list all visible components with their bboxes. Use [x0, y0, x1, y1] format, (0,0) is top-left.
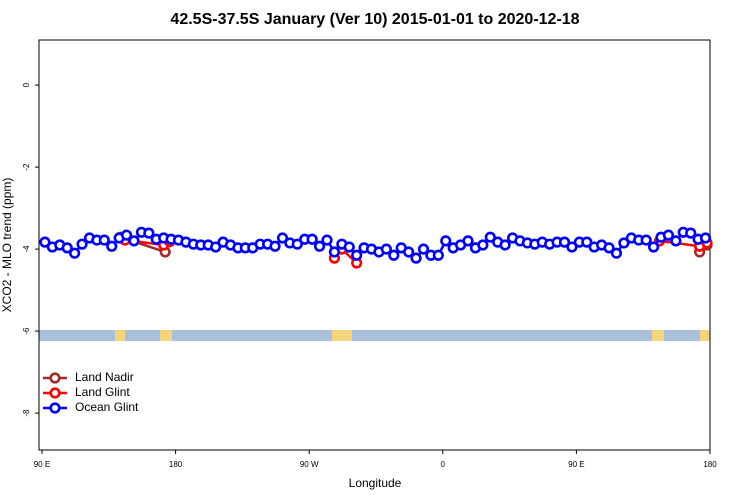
- data-point: [276, 232, 289, 244]
- data-point: [380, 243, 392, 255]
- data-point: [499, 239, 511, 251]
- data-point: [462, 235, 474, 247]
- legend-marker: [49, 402, 61, 414]
- data-point: [61, 242, 73, 254]
- data-point: [106, 240, 118, 252]
- y-tick-label: -6: [22, 327, 31, 335]
- data-point: [662, 229, 675, 241]
- data-point: [128, 235, 140, 247]
- data-point: [343, 241, 355, 253]
- data-point: [581, 236, 593, 248]
- data-point: [699, 232, 712, 244]
- legend-label: Land Glint: [75, 385, 130, 399]
- data-point: [566, 241, 578, 253]
- x-axis-label: Longitude: [349, 476, 402, 490]
- data-point: [306, 233, 318, 245]
- data-point: [313, 240, 326, 252]
- data-point: [291, 238, 303, 250]
- data-point: [647, 241, 660, 253]
- x-tick-label: 180: [703, 460, 717, 469]
- data-point: [39, 236, 51, 248]
- data-point: [432, 249, 444, 261]
- data-point: [558, 236, 571, 248]
- data-point: [120, 229, 133, 241]
- y-tick-label: -4: [22, 245, 31, 253]
- data-point: [417, 243, 430, 255]
- chart-title: 42.5S-37.5S January (Ver 10) 2015-01-01 …: [170, 11, 579, 28]
- data-point: [410, 252, 422, 264]
- data-point: [603, 242, 615, 254]
- data-point: [269, 240, 281, 252]
- data-point: [69, 247, 81, 259]
- data-point: [403, 246, 415, 258]
- x-tick-label: 90 E: [568, 460, 584, 469]
- legend-label: Ocean Glint: [75, 400, 139, 414]
- data-point: [618, 237, 630, 249]
- data-point: [321, 234, 333, 246]
- data-point: [640, 234, 652, 246]
- data-point: [98, 234, 110, 246]
- legend-marker: [49, 372, 61, 384]
- data-point: [484, 231, 496, 243]
- data-point: [685, 227, 697, 239]
- y-tick-label: 0: [22, 82, 31, 87]
- x-tick-label: 90 E: [34, 460, 50, 469]
- data-point: [328, 246, 341, 258]
- y-tick-label: -8: [22, 409, 31, 417]
- data-point: [210, 241, 222, 253]
- data-point: [388, 249, 400, 261]
- legend-label: Land Nadir: [75, 370, 134, 384]
- data-point: [440, 235, 452, 247]
- data-point: [670, 235, 682, 247]
- x-tick-label: 90 W: [300, 460, 319, 469]
- x-tick-label: 180: [169, 460, 183, 469]
- y-tick-label: -2: [22, 163, 31, 171]
- data-point: [143, 227, 155, 239]
- y-axis-label: XCO2 - MLO trend (ppm): [0, 178, 14, 313]
- legend-marker: [49, 387, 61, 399]
- data-point: [477, 239, 489, 251]
- data-point: [76, 238, 88, 250]
- land-mask-strip: [39, 330, 710, 341]
- data-point: [610, 247, 623, 259]
- x-tick-label: 0: [441, 460, 446, 469]
- data-point: [351, 249, 363, 261]
